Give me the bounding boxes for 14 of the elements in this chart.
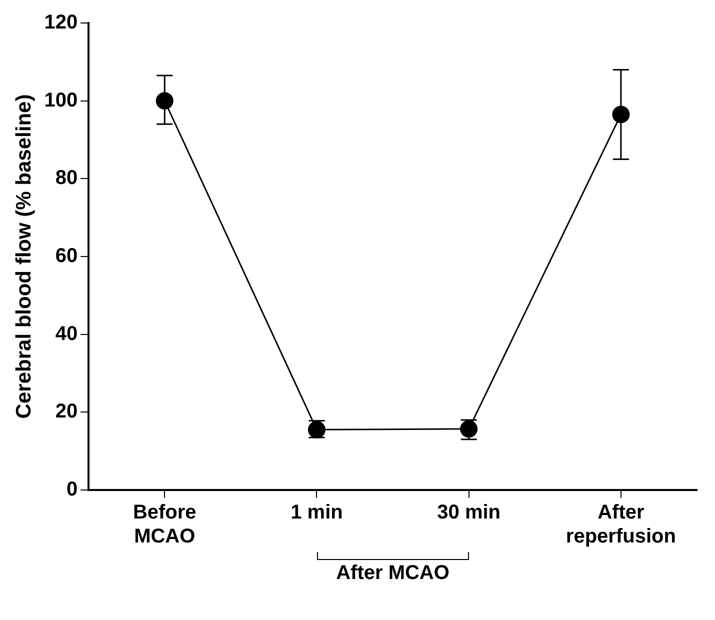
y-axis-title: Cerebral blood flow (% baseline) xyxy=(12,94,36,419)
point xyxy=(156,92,174,110)
y-tick-label: 20 xyxy=(55,400,78,423)
y-tick-label: 0 xyxy=(66,478,78,501)
x-tick-label: Before MCAO xyxy=(132,502,196,548)
y-tick-label: 120 xyxy=(44,12,78,34)
text: After MCAO xyxy=(335,562,450,585)
y-tick-label: 40 xyxy=(55,322,78,345)
x-tick-label: 1 min xyxy=(290,502,343,524)
y-tick-label: 60 xyxy=(55,245,78,268)
y-tick-label: 100 xyxy=(44,89,78,112)
x-tick-label: After reperfusion xyxy=(566,502,676,548)
x-tick-label: 30 min xyxy=(437,502,501,524)
y-tick-label: 80 xyxy=(55,167,78,190)
